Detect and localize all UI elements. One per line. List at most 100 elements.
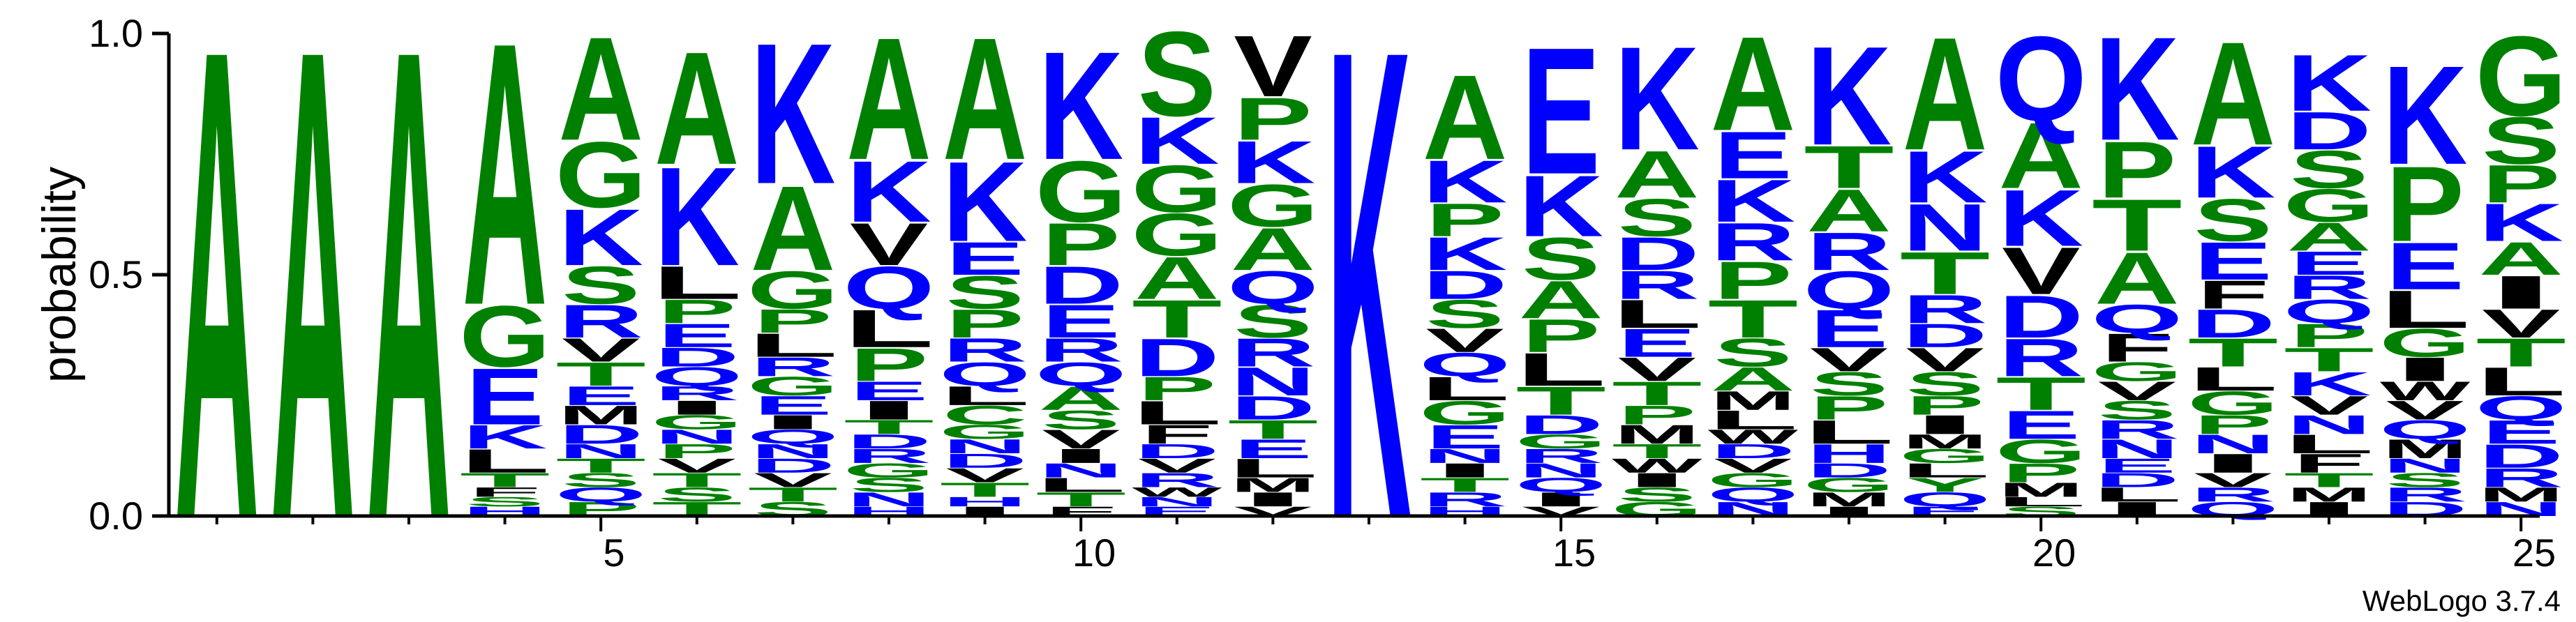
- logo-letter: T: [1035, 488, 1126, 510]
- logo-letter: A: [1423, 50, 1508, 185]
- logo-letter: V: [2482, 301, 2561, 346]
- logo-letter: K: [1998, 173, 2083, 263]
- logo-letter: Q: [2379, 414, 2471, 444]
- logo-letter: L: [2092, 483, 2182, 506]
- x-tick-label-15: 15: [1552, 531, 1596, 575]
- logo-letter: T: [555, 455, 646, 477]
- logo-letter: L: [460, 442, 551, 480]
- logo-letter: S: [1905, 365, 1984, 402]
- logo-letter: V: [2386, 395, 2464, 425]
- logo-letter: T: [1515, 378, 1606, 423]
- logo-letter: G: [1131, 152, 1222, 227]
- logo-letter: T: [1804, 134, 1894, 202]
- logo-letter: D: [1710, 440, 1795, 462]
- logo-letter: K: [1038, 20, 1123, 192]
- logo-letter: W: [2380, 377, 2470, 407]
- logo-letter: M: [2478, 484, 2563, 506]
- logo-letter: K: [846, 144, 931, 241]
- logo-letter: G: [2283, 180, 2374, 232]
- logo-letter: E: [1714, 118, 1792, 192]
- x-tick-label-20: 20: [2032, 531, 2076, 575]
- logo-letter: A: [2286, 214, 2372, 259]
- logo-letter: P: [1905, 390, 1984, 420]
- logo-letter: G: [747, 260, 839, 320]
- logo-letter: P: [850, 339, 929, 391]
- logo-letter: E: [1234, 434, 1312, 464]
- logo-letter: N: [2286, 409, 2372, 439]
- logo-letter: G: [2187, 385, 2279, 422]
- logo-letter: N: [654, 425, 740, 448]
- logo-letter: G: [1515, 430, 1607, 453]
- logo-letter: K: [2286, 38, 2372, 128]
- logo-letter: L: [1612, 291, 1702, 337]
- logo-letter: K: [1518, 158, 1603, 255]
- logo-letter: S: [2290, 139, 2369, 199]
- x-tick-label-10: 10: [1072, 531, 1116, 575]
- logo-letter: T: [844, 416, 934, 438]
- logo-letter: P: [1425, 194, 1504, 246]
- logo-letter: T: [1612, 440, 1702, 462]
- logo-letter: V: [1905, 341, 1984, 378]
- logo-letter: T: [460, 469, 551, 492]
- logo-letter: M: [2286, 484, 2372, 506]
- logo-letter: V: [562, 332, 641, 369]
- logo-letter: I: [2388, 351, 2461, 388]
- logo-letter: D: [1135, 328, 1220, 388]
- logo-letter: V: [754, 469, 832, 491]
- logo-letter: R: [2478, 463, 2563, 493]
- logo-letter: P: [2098, 125, 2177, 215]
- logo-letter: V: [1425, 322, 1504, 359]
- logo-letter: R: [2383, 483, 2468, 506]
- logo-letter: A: [943, 2, 1028, 197]
- logo-letter: T: [2188, 330, 2279, 375]
- logo-letter: E: [754, 390, 832, 420]
- logo-letter: M: [2383, 434, 2468, 464]
- logo-letter: T: [940, 478, 1031, 501]
- logo-letter: G: [2379, 320, 2471, 365]
- logo-letter: T: [2284, 341, 2374, 379]
- logo-letter: W: [1132, 485, 1222, 500]
- logo-letter: S: [2482, 104, 2561, 179]
- logo-letter: H: [943, 494, 1028, 509]
- logo-letter: S: [2386, 469, 2464, 491]
- logo-letter: D: [2190, 301, 2275, 346]
- logo-letter: R: [943, 332, 1028, 369]
- logo-letter: E: [2098, 455, 2177, 477]
- logo-letter: A: [463, 0, 548, 384]
- logo-letter: P: [2386, 144, 2464, 264]
- logo-letter: Q: [1515, 473, 1607, 496]
- logo-letter: I: [1236, 488, 1309, 510]
- logo-letter: P: [2482, 153, 2561, 213]
- logo-letter: N: [1423, 445, 1508, 467]
- logo-letter: G: [747, 371, 839, 401]
- logo-letter: P: [1138, 370, 1217, 407]
- logo-letter: A: [2478, 233, 2563, 285]
- logo-letter: D: [2095, 469, 2180, 491]
- logo-letter: D: [1806, 459, 1892, 481]
- weblogo-credit: WebLogo 3.7.4: [2362, 584, 2561, 617]
- logo-letter: G: [1035, 144, 1127, 241]
- logo-letter: N: [943, 435, 1028, 457]
- logo-letter: A: [1710, 361, 1795, 397]
- logo-letter: Q: [1899, 488, 1991, 510]
- logo-letter: S: [562, 255, 641, 315]
- logo-letter: M: [1903, 430, 1988, 453]
- logo-letter: Q: [1035, 356, 1127, 393]
- logo-letter: K: [654, 139, 740, 296]
- logo-letter: V: [1234, 18, 1312, 115]
- logo-letter: L: [1228, 453, 1319, 483]
- logo-letter: R: [1806, 221, 1892, 281]
- logo-letter: A: [1806, 177, 1892, 244]
- logo-letter: Y: [1905, 473, 1984, 496]
- logo-letter: S: [1618, 483, 1697, 506]
- logo-letter: L: [844, 298, 934, 358]
- logo-letter: S: [850, 473, 929, 496]
- logo-letter: D: [943, 450, 1028, 472]
- logo-letter: R: [1518, 445, 1603, 467]
- logo-letter: F: [469, 485, 541, 499]
- logo-letter: K: [1806, 18, 1892, 175]
- logo-letter: G: [651, 411, 742, 433]
- logo-letter: A: [2190, 11, 2275, 176]
- logo-letter: D: [1998, 284, 2083, 351]
